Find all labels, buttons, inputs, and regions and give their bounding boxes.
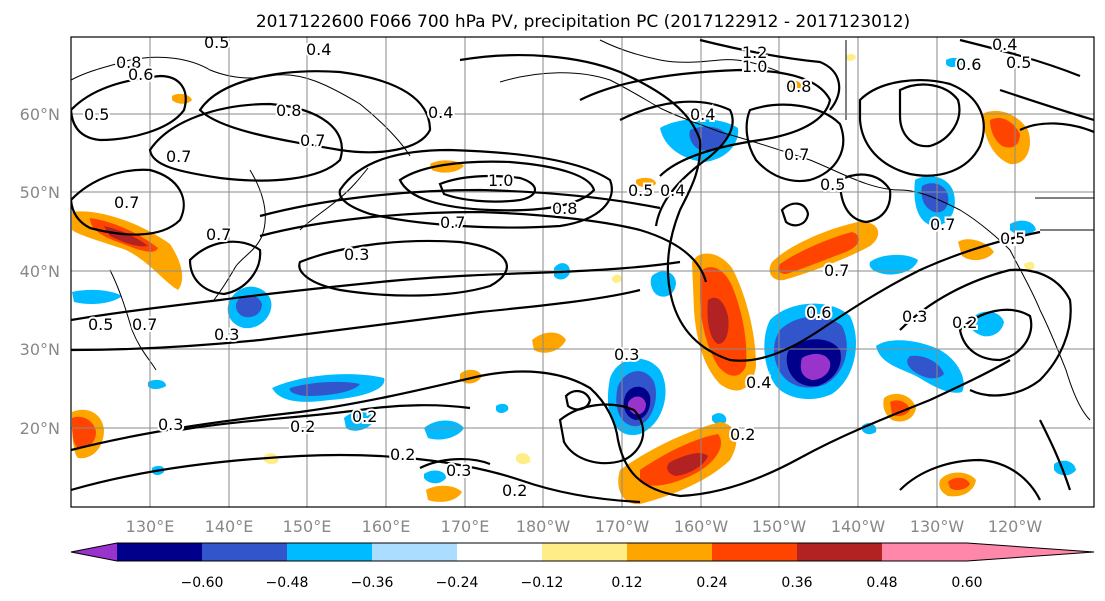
- lon-label: 140°E: [205, 517, 254, 536]
- colorbar-swatch: [372, 543, 457, 561]
- contour-label: 0.6: [806, 303, 831, 322]
- gridlines: [71, 37, 1094, 507]
- contour-label: 0.5: [1000, 229, 1025, 248]
- lon-label: 120°W: [988, 517, 1043, 536]
- colorbar-swatch: [457, 543, 542, 561]
- lon-label: 130°E: [126, 517, 175, 536]
- lon-label: 140°W: [831, 517, 886, 536]
- contour-label: 0.2: [952, 313, 977, 332]
- contour-label: 0.6: [128, 65, 153, 84]
- contour-label: 0.3: [446, 461, 471, 480]
- contour-label: 0.5: [820, 175, 845, 194]
- contour-label: 1.0: [742, 57, 767, 76]
- lon-label: 150°W: [752, 517, 807, 536]
- colorbar-tick: 0.60: [951, 575, 982, 591]
- contour-label: 0.5: [1006, 53, 1031, 72]
- colorbar-swatch: [712, 543, 797, 561]
- longitude-labels: 130°E 140°E 150°E 160°E 170°E 180°W 170°…: [126, 517, 1043, 536]
- contour-label: 0.7: [824, 261, 849, 280]
- contour-label: 1.2: [742, 43, 767, 62]
- colorbar-tick: 0.36: [781, 575, 812, 591]
- colorbar-extend-high: [967, 543, 1094, 561]
- lat-label: 50°N: [20, 183, 60, 202]
- contour-label: 0.2: [290, 417, 315, 436]
- pv-contours: [71, 38, 1094, 504]
- colorbar-tick: −0.48: [266, 575, 309, 591]
- contour-label: 0.4: [660, 181, 685, 200]
- lon-label: 160°E: [362, 517, 411, 536]
- contour-label: 0.4: [428, 103, 453, 122]
- contour-label: 0.7: [132, 315, 157, 334]
- colorbar-tick: 0.24: [696, 575, 727, 591]
- contour-label: 0.7: [784, 145, 809, 164]
- contour-label: 0.7: [440, 213, 465, 232]
- contour-label: 0.6: [956, 55, 981, 74]
- lat-label: 20°N: [20, 419, 60, 438]
- lon-label: 170°E: [441, 517, 490, 536]
- contour-labels: 0.4 0.8 0.6 0.5 0.4 1.2 1.0 0.8 0.4 0.6 …: [82, 31, 1033, 502]
- map-panel: 0.4 0.8 0.6 0.5 0.4 1.2 1.0 0.8 0.4 0.6 …: [70, 31, 1095, 508]
- colorbar-swatch: [797, 543, 882, 561]
- map-frame: [70, 36, 1095, 508]
- colorbar-swatch: [542, 543, 627, 561]
- contour-label: 0.3: [158, 415, 183, 434]
- contour-label: 0.2: [730, 425, 755, 444]
- colorbar-tick: −0.12: [521, 575, 564, 591]
- contour-label: 0.5: [88, 315, 113, 334]
- lat-label: 30°N: [20, 340, 60, 359]
- contour-label: 0.4: [306, 40, 331, 59]
- colorbar-swatch: [882, 543, 967, 561]
- colorbar-tick: −0.24: [436, 575, 479, 591]
- lon-label: 160°W: [674, 517, 729, 536]
- contour-label: 0.7: [300, 131, 325, 150]
- contour-label: 0.8: [116, 53, 141, 72]
- contour-label: 0.7: [206, 225, 231, 244]
- latitude-labels: 60°N 50°N 40°N 30°N 20°N: [20, 105, 60, 438]
- contour-label: 0.2: [352, 407, 377, 426]
- contour-label: 0.5: [84, 105, 109, 124]
- contour-label: 0.7: [166, 147, 191, 166]
- colorbar-tick: 0.12: [611, 575, 642, 591]
- colorbar-swatch: [202, 543, 287, 561]
- contour-label: 0.7: [114, 193, 139, 212]
- contour-label: 0.2: [390, 445, 415, 464]
- contour-label: 1.0: [488, 171, 513, 190]
- contour-label: 0.3: [614, 345, 639, 364]
- colorbar-swatch: [117, 543, 202, 561]
- colorbar-tick: 0.48: [866, 575, 897, 591]
- contour-label: 0.3: [214, 325, 239, 344]
- lon-label: 130°W: [910, 517, 965, 536]
- contour-label: 0.8: [786, 77, 811, 96]
- colorbar-swatch: [287, 543, 372, 561]
- lon-label: 180°W: [516, 517, 571, 536]
- contour-label: 0.2: [502, 481, 527, 500]
- colorbar-swatch: [627, 543, 712, 561]
- colorbar-extend-low: [71, 543, 117, 561]
- colorbar: −0.60 −0.48 −0.36 −0.24 −0.12 0.12 0.24 …: [70, 542, 1095, 591]
- lon-label: 150°E: [283, 517, 332, 536]
- contour-label: 0.3: [344, 245, 369, 264]
- contour-label: 0.3: [902, 307, 927, 326]
- contour-label: 0.4: [992, 35, 1017, 54]
- contour-label: 0.5: [204, 33, 229, 52]
- contour-label: 0.5: [628, 181, 653, 200]
- contour-label: 0.4: [690, 105, 715, 124]
- map-title: 2017122600 F066 700 hPa PV, precipitatio…: [256, 12, 910, 32]
- lon-label: 170°W: [595, 517, 650, 536]
- contour-label: 0.8: [276, 101, 301, 120]
- lat-label: 60°N: [20, 105, 60, 124]
- contour-label: 0.4: [746, 373, 771, 392]
- lat-label: 40°N: [20, 262, 60, 281]
- contour-label: 0.7: [930, 215, 955, 234]
- colorbar-tick: −0.60: [181, 575, 224, 591]
- contour-label: 0.8: [552, 199, 577, 218]
- colorbar-tick: −0.36: [351, 575, 394, 591]
